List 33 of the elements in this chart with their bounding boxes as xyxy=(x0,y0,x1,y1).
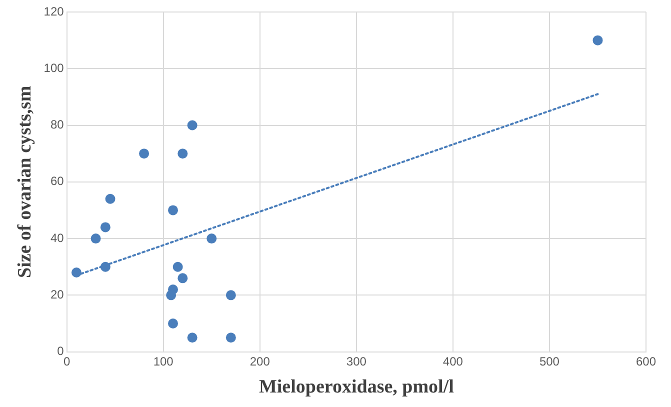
x-tick-label: 600 xyxy=(636,354,656,368)
point xyxy=(168,205,178,216)
y-tick-label: 0 xyxy=(57,344,64,358)
point xyxy=(592,35,603,46)
point xyxy=(100,222,110,232)
point xyxy=(187,120,198,130)
point xyxy=(178,148,188,159)
y-tick-label: 40 xyxy=(50,230,64,245)
x-tick-label: 100 xyxy=(153,354,174,368)
x-tick-label: 500 xyxy=(539,354,560,368)
y-tick-label: 100 xyxy=(44,60,64,75)
point xyxy=(139,148,150,159)
point xyxy=(226,290,236,300)
point xyxy=(166,290,176,300)
x-tick-label: 400 xyxy=(442,354,464,368)
x-axis-title: Mieloperoxidase, pmol/l xyxy=(258,376,454,398)
x-tick-label: 300 xyxy=(346,354,367,368)
point xyxy=(100,262,110,272)
point xyxy=(168,318,178,328)
point xyxy=(206,234,217,244)
point xyxy=(226,332,236,343)
point xyxy=(178,273,188,284)
point xyxy=(187,332,198,343)
y-tick-label: 120 xyxy=(44,4,64,18)
point xyxy=(172,262,183,272)
y-tick-label: 20 xyxy=(50,287,64,302)
point xyxy=(90,234,101,244)
point xyxy=(71,268,82,278)
point xyxy=(105,194,116,204)
y-tick-label: 80 xyxy=(50,118,64,132)
x-tick-label: 200 xyxy=(250,354,270,368)
y-tick-label: 60 xyxy=(50,174,64,188)
y-axis-title: Size of ovarian cysts,sm xyxy=(14,86,36,278)
